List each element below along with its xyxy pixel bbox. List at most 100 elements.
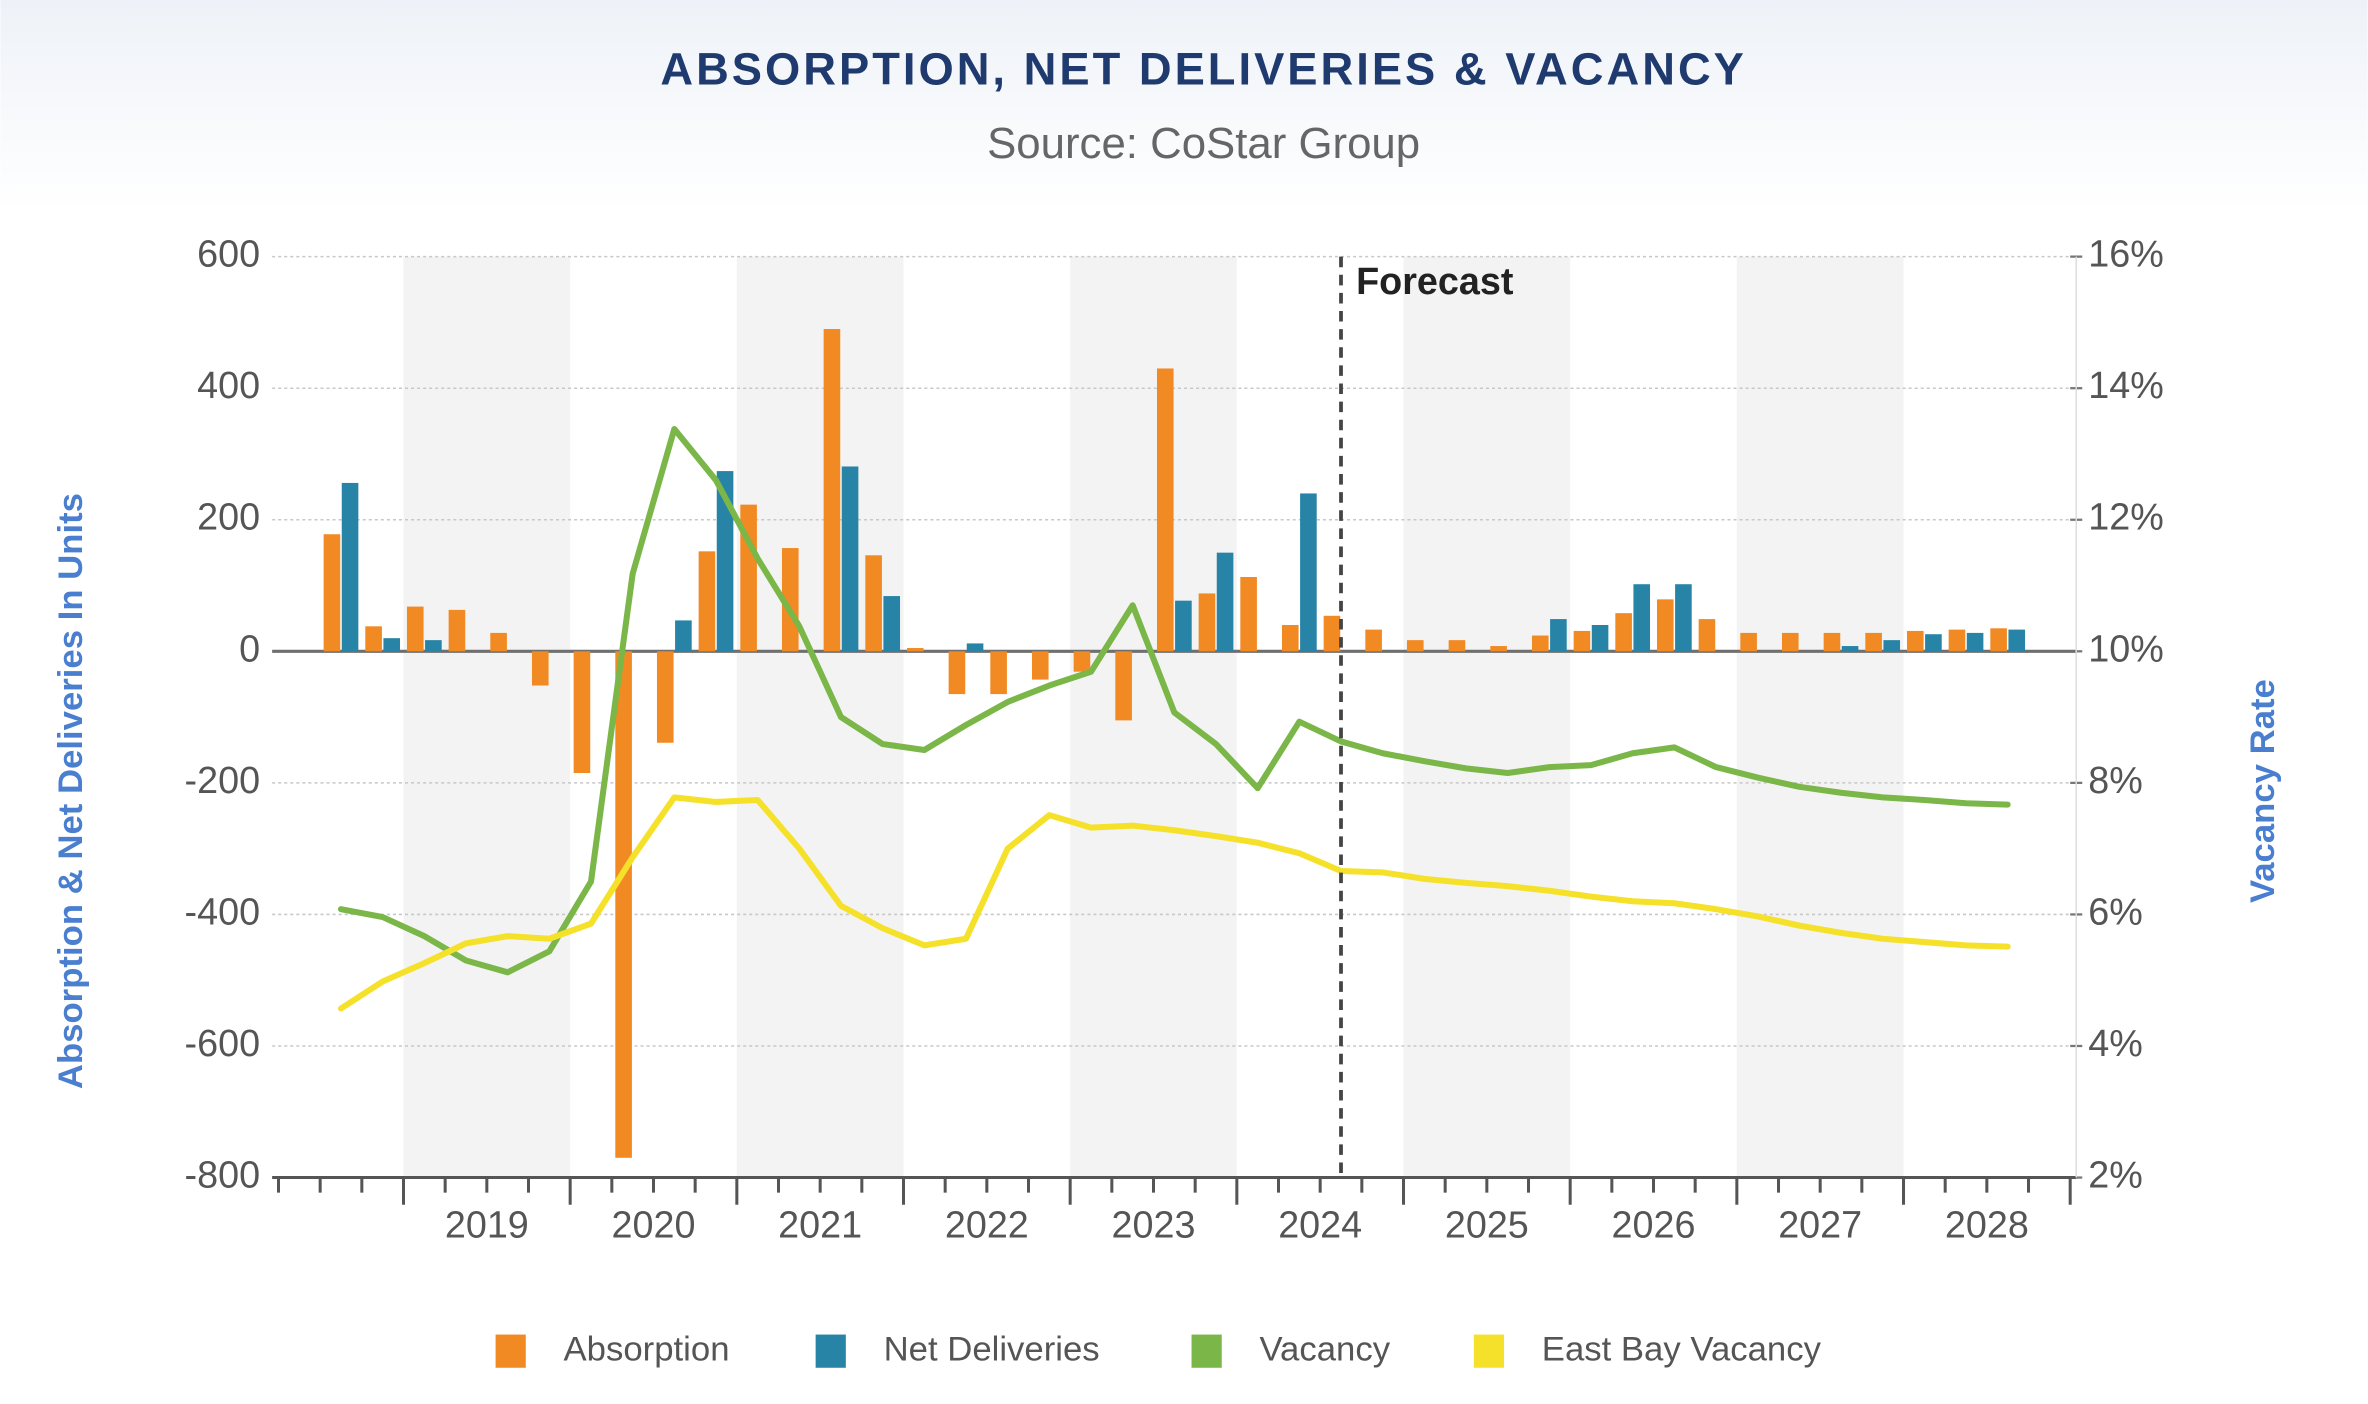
y2-tick-label: 4% xyxy=(2088,1022,2143,1064)
bar xyxy=(1175,600,1192,652)
bar xyxy=(1925,634,1942,652)
y-tick-label: -600 xyxy=(185,1022,261,1064)
forecast-annotation: Forecast xyxy=(1356,260,1514,302)
year-band xyxy=(1736,256,1904,1178)
bar xyxy=(1675,584,1692,652)
y2-tick-label: 2% xyxy=(2088,1154,2143,1196)
bar xyxy=(573,651,591,774)
bar xyxy=(883,596,901,652)
legend-swatch xyxy=(495,1334,526,1368)
bar xyxy=(383,638,401,652)
legend-swatch xyxy=(815,1334,846,1368)
y2-tick-label: 16% xyxy=(2088,233,2164,275)
x-tick-label: 2023 xyxy=(1112,1203,1196,1245)
y2-tick-label: 12% xyxy=(2088,496,2164,538)
bar xyxy=(1633,584,1651,652)
legend-swatch xyxy=(1191,1334,1222,1368)
bar xyxy=(1323,615,1341,652)
bar xyxy=(1531,635,1549,652)
bar xyxy=(425,640,442,652)
bar xyxy=(323,534,341,652)
bar xyxy=(656,651,674,743)
y2-tick-label: 8% xyxy=(2088,759,2143,801)
bar xyxy=(990,651,1007,695)
x-tick-label: 2021 xyxy=(778,1203,862,1245)
bar xyxy=(740,504,757,652)
bar xyxy=(1615,613,1632,652)
bar xyxy=(1115,651,1132,721)
bar xyxy=(406,606,424,652)
bar xyxy=(906,648,924,652)
year-bands xyxy=(403,256,1904,1178)
bar xyxy=(1240,576,1257,652)
bar xyxy=(1966,632,1984,652)
chart-subtitle: Source: CoStar Group xyxy=(987,119,1420,168)
bar xyxy=(865,555,882,652)
bar xyxy=(1198,593,1216,652)
year-band xyxy=(1070,256,1237,1178)
bar xyxy=(1906,630,1924,652)
bar xyxy=(1883,640,1901,652)
bar xyxy=(1865,632,1882,652)
bar xyxy=(1990,628,2007,652)
y-tick-label: -200 xyxy=(185,759,261,801)
legend-label: Absorption xyxy=(564,1330,730,1368)
chart-title: ABSORPTION, NET DELIVERIES & VACANCY xyxy=(660,43,1747,94)
y-tick-label: -800 xyxy=(185,1154,261,1196)
bar xyxy=(1300,493,1317,652)
x-tick-label: 2020 xyxy=(612,1203,696,1245)
bar xyxy=(1656,599,1674,652)
bar xyxy=(1823,632,1841,652)
bar xyxy=(948,651,966,695)
bar xyxy=(448,609,466,652)
bar xyxy=(615,651,632,1158)
y-tick-label: 400 xyxy=(197,364,260,406)
bar xyxy=(1365,629,1382,652)
y-tick-label: -400 xyxy=(185,890,261,932)
x-tick-label: 2025 xyxy=(1445,1203,1529,1245)
year-band xyxy=(1403,256,1571,1178)
bar xyxy=(1448,640,1466,652)
bar xyxy=(781,548,799,652)
bar xyxy=(1948,629,1966,652)
bar xyxy=(365,626,382,652)
y2-tick-label: 6% xyxy=(2088,890,2143,932)
bar xyxy=(341,482,359,652)
legend-label: Vacancy xyxy=(1259,1330,1390,1368)
bar xyxy=(716,471,734,652)
bar xyxy=(1698,619,1716,652)
line xyxy=(337,425,2011,976)
year-band xyxy=(403,256,571,1178)
year-band xyxy=(736,256,904,1178)
bar xyxy=(1573,630,1591,652)
line xyxy=(337,794,2011,1012)
y-tick-label: 600 xyxy=(197,233,260,275)
bar xyxy=(1406,640,1424,652)
legend-swatch xyxy=(1473,1334,1505,1368)
bar xyxy=(841,466,859,652)
bar xyxy=(1073,651,1091,672)
y-axis-label: Absorption & Net Deliveries In Units xyxy=(52,493,90,1089)
x-tick-label: 2024 xyxy=(1278,1203,1362,1245)
y2-tick-label: 10% xyxy=(2088,627,2164,669)
y-tick-label: 0 xyxy=(239,627,260,669)
bar xyxy=(2008,629,2026,652)
bar xyxy=(675,620,692,652)
bar xyxy=(698,551,716,652)
y2-axis-label: Vacancy Rate xyxy=(2244,679,2282,903)
y2-tick-label: 14% xyxy=(2088,364,2164,406)
x-tick-label: 2022 xyxy=(945,1203,1029,1245)
bar xyxy=(1740,632,1757,652)
header-background xyxy=(0,0,2368,212)
bar xyxy=(823,329,841,652)
legend-label: Net Deliveries xyxy=(884,1330,1100,1368)
x-tick-label: 2026 xyxy=(1612,1203,1696,1245)
bar xyxy=(490,632,507,652)
bar xyxy=(1781,632,1799,652)
plot-area: -800 -600 -400 -200 0 200 400 600 2% 4% 6% 8% 10% 12%… xyxy=(185,233,2164,1369)
bar xyxy=(1281,625,1299,652)
bar xyxy=(1031,651,1049,680)
bar xyxy=(1550,619,1567,652)
